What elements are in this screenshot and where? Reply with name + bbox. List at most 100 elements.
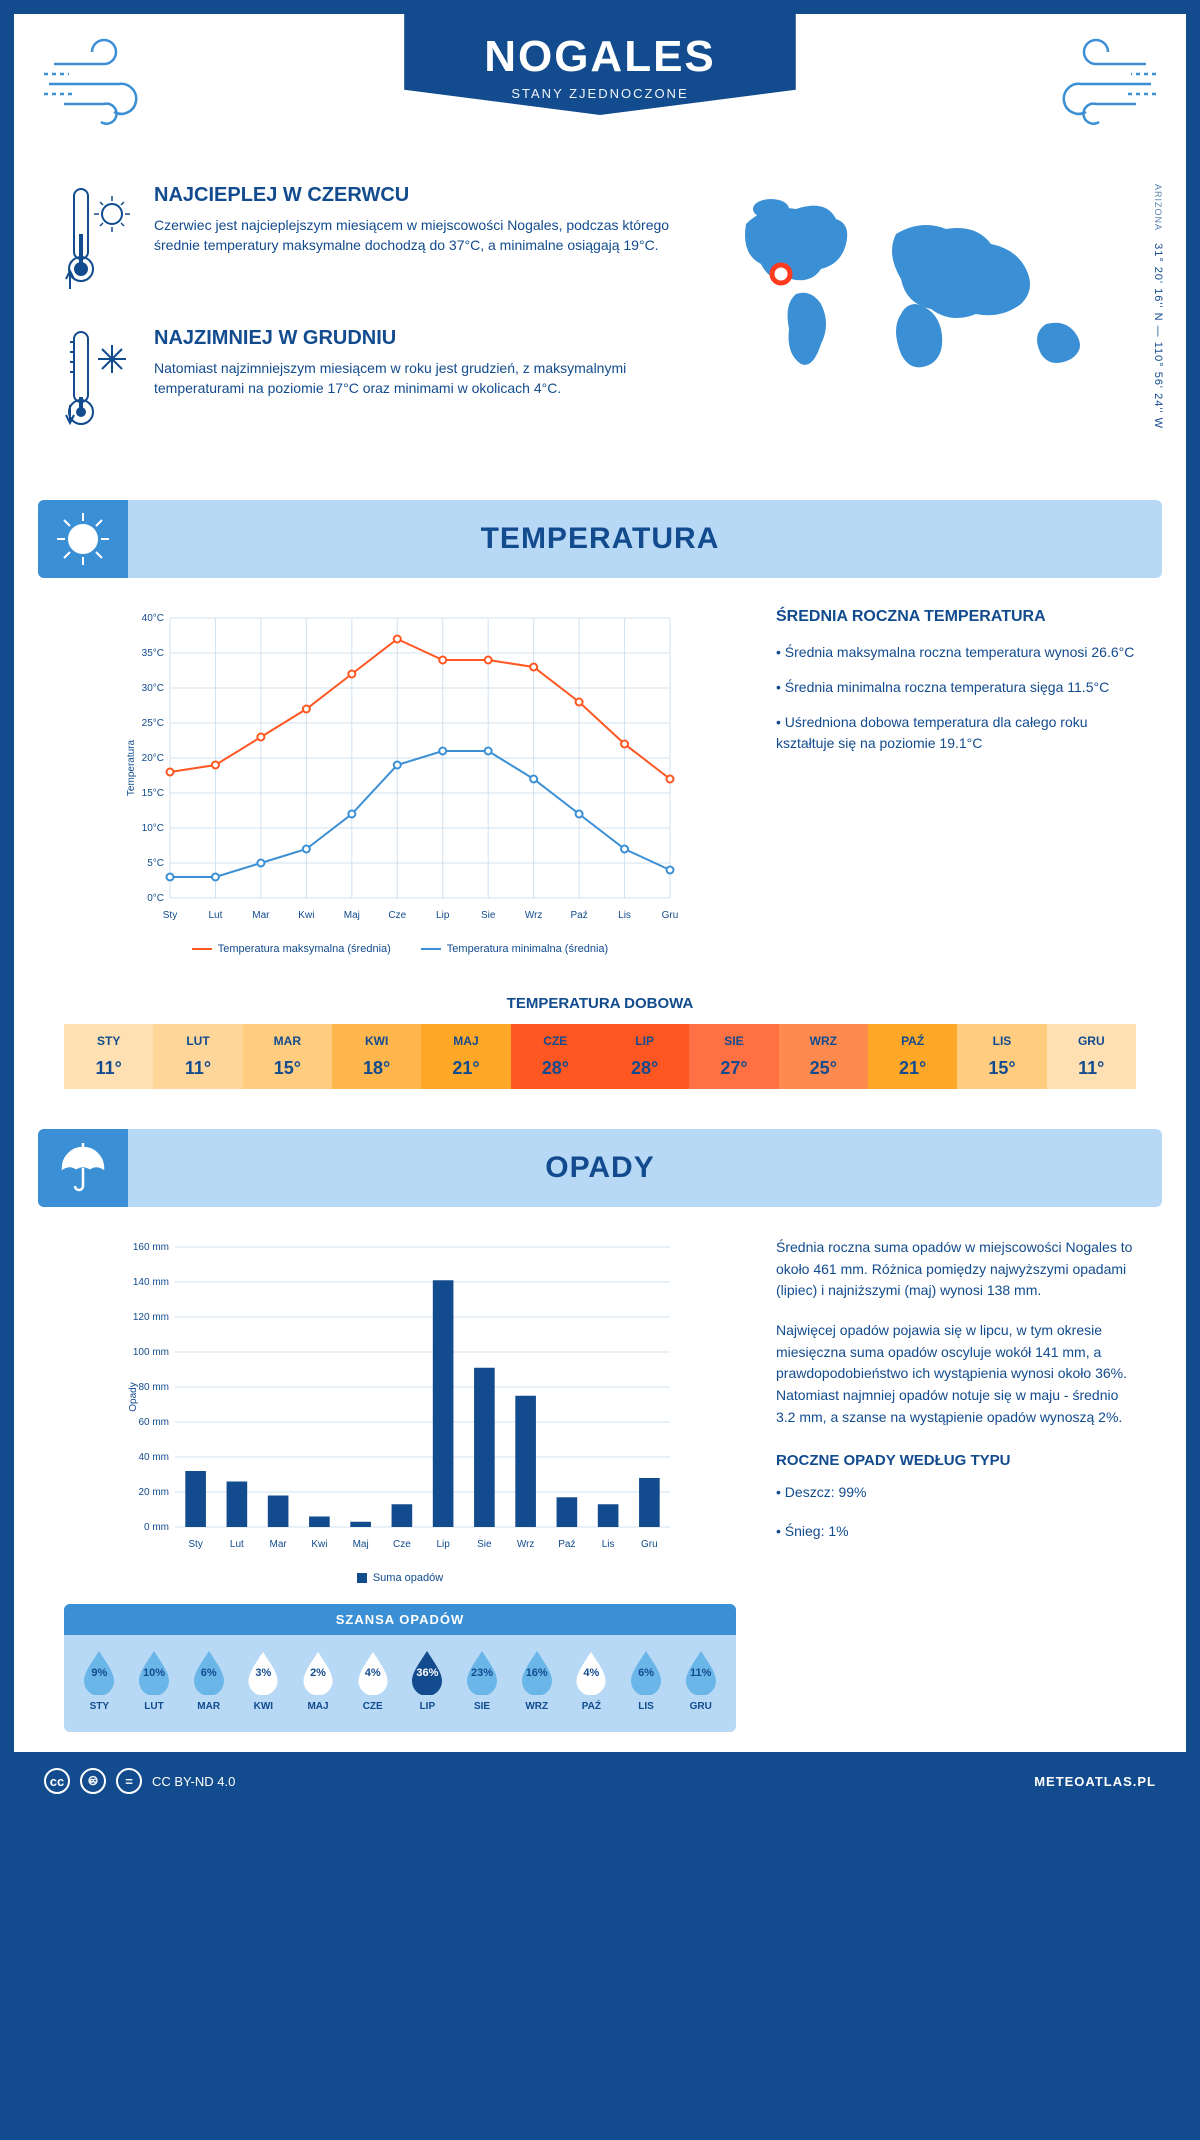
temperature-section-head: TEMPERATURA xyxy=(38,500,1162,578)
month-cell: LUT11° xyxy=(153,1024,242,1089)
header: NOGALES STANY ZJEDNOCZONE xyxy=(14,14,1186,174)
chance-drop: 36%LIP xyxy=(402,1649,453,1712)
svg-text:Temperatura: Temperatura xyxy=(126,739,137,796)
svg-text:15°C: 15°C xyxy=(142,788,164,799)
precip-type-title: ROCZNE OPADY WEDŁUG TYPU xyxy=(776,1449,1136,1472)
title-banner: NOGALES STANY ZJEDNOCZONE xyxy=(404,14,796,115)
chance-drop: 9%STY xyxy=(74,1649,125,1712)
svg-text:Sty: Sty xyxy=(163,910,177,921)
svg-text:Mar: Mar xyxy=(252,910,270,921)
month-cell: SIE27° xyxy=(689,1024,778,1089)
coldest-text: Natomiast najzimniejszym miesiącem w rok… xyxy=(154,358,676,399)
svg-text:80 mm: 80 mm xyxy=(138,1382,169,1393)
svg-text:Wrz: Wrz xyxy=(525,910,543,921)
coordinates: ARIZONA 31° 20' 16'' N — 110° 56' 24'' W xyxy=(1152,184,1164,429)
precip-chart: 0 mm 20 mm 40 mm 60 mm 80 mm 100 mm 120 mm 140 … xyxy=(64,1237,736,1584)
month-cell: MAJ21° xyxy=(421,1024,510,1089)
precip-summary: Średnia roczna suma opadów w miejscowośc… xyxy=(776,1237,1136,1732)
precip-type-line: • Deszcz: 99% xyxy=(776,1482,1136,1504)
svg-text:Kwi: Kwi xyxy=(311,1539,327,1550)
precip-chance-box: SZANSA OPADÓW 9%STY10%LUT6%MAR3%KWI2%MAJ… xyxy=(64,1604,736,1732)
chance-drop: 6%LIS xyxy=(621,1649,672,1712)
temp-summary-title: ŚREDNIA ROCZNA TEMPERATURA xyxy=(776,608,1136,626)
svg-text:Lut: Lut xyxy=(209,910,223,921)
warmest-fact: NAJCIEPLEJ W CZERWCU Czerwiec jest najci… xyxy=(64,184,676,299)
svg-text:Lut: Lut xyxy=(230,1539,244,1550)
precip-section-head: OPADY xyxy=(38,1129,1162,1207)
warmest-text: Czerwiec jest najcieplejszym miesiącem w… xyxy=(154,215,676,256)
svg-text:Lip: Lip xyxy=(436,1539,450,1550)
month-cell: STY11° xyxy=(64,1024,153,1089)
svg-text:Gru: Gru xyxy=(641,1539,658,1550)
month-cell: LIP28° xyxy=(600,1024,689,1089)
svg-text:100 mm: 100 mm xyxy=(133,1347,169,1358)
temp-summary-line: • Średnia maksymalna roczna temperatura … xyxy=(776,642,1136,663)
svg-text:Sie: Sie xyxy=(481,910,496,921)
svg-text:Mar: Mar xyxy=(270,1539,288,1550)
thermometer-sun-icon xyxy=(64,184,134,299)
by-icon: 🅭 xyxy=(80,1768,106,1794)
cc-icon: cc xyxy=(44,1768,70,1794)
sun-icon xyxy=(38,500,128,578)
footer: cc 🅭 = CC BY-ND 4.0 METEOATLAS.PL xyxy=(14,1752,1186,1810)
precip-text: Najwięcej opadów pojawia się w lipcu, w … xyxy=(776,1320,1136,1428)
svg-text:Lip: Lip xyxy=(436,910,450,921)
svg-text:140 mm: 140 mm xyxy=(133,1277,169,1288)
svg-text:Opady: Opady xyxy=(128,1382,139,1411)
svg-text:35°C: 35°C xyxy=(142,648,164,659)
location-marker xyxy=(772,265,790,283)
svg-text:Wrz: Wrz xyxy=(517,1539,535,1550)
svg-text:Maj: Maj xyxy=(344,910,360,921)
daily-temp-title: TEMPERATURA DOBOWA xyxy=(14,995,1186,1012)
temp-heading: TEMPERATURA xyxy=(481,522,720,556)
svg-text:Lis: Lis xyxy=(618,910,631,921)
temp-legend: Temperatura maksymalna (średnia) Tempera… xyxy=(64,943,736,955)
month-cell: KWI18° xyxy=(332,1024,421,1089)
svg-text:25°C: 25°C xyxy=(142,718,164,729)
license-text: CC BY-ND 4.0 xyxy=(152,1774,235,1789)
world-map xyxy=(716,184,1136,404)
svg-text:120 mm: 120 mm xyxy=(133,1312,169,1323)
temperature-chart: 0°C5°C10°C15°C20°C25°C30°C35°C40°CStyLut… xyxy=(64,608,736,955)
temp-summary-line: • Uśredniona dobowa temperatura dla całe… xyxy=(776,712,1136,754)
svg-text:20°C: 20°C xyxy=(142,753,164,764)
warmest-title: NAJCIEPLEJ W CZERWCU xyxy=(154,184,676,207)
svg-text:40°C: 40°C xyxy=(142,613,164,624)
svg-text:0 mm: 0 mm xyxy=(144,1522,169,1533)
city-title: NOGALES xyxy=(484,32,716,82)
coldest-title: NAJZIMNIEJ W GRUDNIU xyxy=(154,327,676,350)
month-cell: WRZ25° xyxy=(779,1024,868,1089)
chance-drop: 10%LUT xyxy=(129,1649,180,1712)
chance-drop: 11%GRU xyxy=(675,1649,726,1712)
precip-text: Średnia roczna suma opadów w miejscowośc… xyxy=(776,1237,1136,1302)
svg-text:60 mm: 60 mm xyxy=(138,1417,169,1428)
svg-text:160 mm: 160 mm xyxy=(133,1242,169,1253)
svg-text:Maj: Maj xyxy=(353,1539,369,1550)
daily-temp-strip: STY11°LUT11°MAR15°KWI18°MAJ21°CZE28°LIP2… xyxy=(64,1024,1136,1089)
chance-title: SZANSA OPADÓW xyxy=(64,1604,736,1635)
month-cell: MAR15° xyxy=(243,1024,332,1089)
chance-drop: 4%PAŹ xyxy=(566,1649,617,1712)
page: NOGALES STANY ZJEDNOCZONE NAJCIEPLEJ W C… xyxy=(0,0,1200,1824)
country-subtitle: STANY ZJEDNOCZONE xyxy=(484,86,716,101)
precip-legend: Suma opadów xyxy=(64,1572,736,1584)
nd-icon: = xyxy=(116,1768,142,1794)
svg-text:Kwi: Kwi xyxy=(298,910,314,921)
chance-drop: 16%WRZ xyxy=(511,1649,562,1712)
wind-icon-left xyxy=(44,34,184,134)
svg-text:Cze: Cze xyxy=(388,910,406,921)
svg-text:40 mm: 40 mm xyxy=(138,1452,169,1463)
month-cell: PAŹ21° xyxy=(868,1024,957,1089)
month-cell: LIS15° xyxy=(957,1024,1046,1089)
svg-text:Paź: Paź xyxy=(570,910,587,921)
coldest-fact: NAJZIMNIEJ W GRUDNIU Natomiast najzimnie… xyxy=(64,327,676,442)
temp-summary-line: • Średnia minimalna roczna temperatura s… xyxy=(776,677,1136,698)
svg-text:Lis: Lis xyxy=(602,1539,615,1550)
thermometer-snow-icon xyxy=(64,327,134,442)
intro-section: NAJCIEPLEJ W CZERWCU Czerwiec jest najci… xyxy=(14,174,1186,500)
umbrella-icon xyxy=(38,1129,128,1207)
svg-text:Sie: Sie xyxy=(477,1539,492,1550)
svg-text:20 mm: 20 mm xyxy=(138,1487,169,1498)
chance-drop: 2%MAJ xyxy=(293,1649,344,1712)
precip-type-line: • Śnieg: 1% xyxy=(776,1521,1136,1543)
